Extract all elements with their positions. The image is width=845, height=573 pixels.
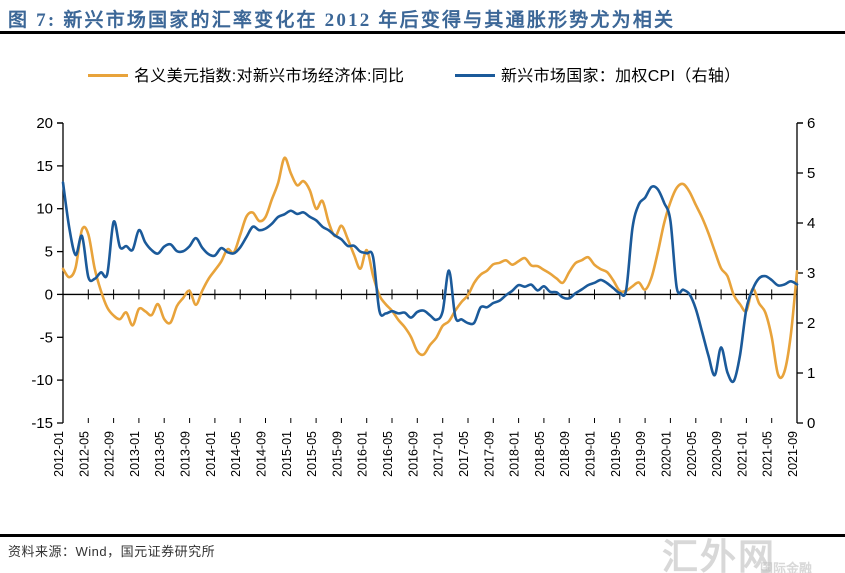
svg-text:5: 5: [45, 244, 53, 261]
svg-text:-15: -15: [31, 415, 53, 432]
svg-text:3: 3: [807, 265, 815, 282]
svg-text:2018-09: 2018-09: [558, 431, 572, 477]
svg-text:2015-01: 2015-01: [280, 431, 294, 477]
svg-text:2017-05: 2017-05: [457, 431, 471, 477]
svg-text:15: 15: [36, 158, 53, 175]
svg-text:2012-05: 2012-05: [77, 431, 91, 477]
svg-text:2015-09: 2015-09: [330, 431, 344, 477]
svg-text:-10: -10: [31, 372, 53, 389]
svg-text:2019-09: 2019-09: [634, 431, 648, 477]
svg-text:4: 4: [807, 215, 815, 232]
svg-text:2019-05: 2019-05: [609, 431, 623, 477]
svg-text:2016-05: 2016-05: [381, 431, 395, 477]
svg-text:10: 10: [36, 201, 53, 218]
svg-text:2017-09: 2017-09: [482, 431, 496, 477]
svg-text:20: 20: [36, 115, 53, 132]
svg-text:2014-09: 2014-09: [255, 431, 269, 477]
svg-text:0: 0: [807, 415, 815, 432]
svg-text:2018-01: 2018-01: [508, 431, 522, 477]
svg-text:2013-05: 2013-05: [153, 431, 167, 477]
svg-text:2012-01: 2012-01: [52, 431, 66, 477]
svg-text:2014-05: 2014-05: [229, 431, 243, 477]
svg-text:2013-01: 2013-01: [128, 431, 142, 477]
svg-text:0: 0: [45, 286, 53, 303]
svg-text:5: 5: [807, 165, 815, 182]
svg-text:2020-01: 2020-01: [659, 431, 673, 477]
svg-text:1: 1: [807, 365, 815, 382]
svg-text:-5: -5: [40, 329, 53, 346]
svg-text:2016-01: 2016-01: [356, 431, 370, 477]
svg-text:2017-01: 2017-01: [432, 431, 446, 477]
svg-text:2018-05: 2018-05: [533, 431, 547, 477]
svg-text:6: 6: [807, 115, 815, 132]
svg-text:2015-05: 2015-05: [305, 431, 319, 477]
svg-text:2016-09: 2016-09: [406, 431, 420, 477]
svg-text:2021-09: 2021-09: [786, 431, 800, 477]
svg-text:2020-09: 2020-09: [710, 431, 724, 477]
svg-text:2019-01: 2019-01: [584, 431, 598, 477]
svg-text:2014-01: 2014-01: [204, 431, 218, 477]
svg-text:2021-01: 2021-01: [735, 431, 749, 477]
svg-text:2013-09: 2013-09: [179, 431, 193, 477]
svg-text:2012-09: 2012-09: [103, 431, 117, 477]
svg-text:2: 2: [807, 315, 815, 332]
svg-text:2021-05: 2021-05: [761, 431, 775, 477]
svg-text:2020-05: 2020-05: [685, 431, 699, 477]
